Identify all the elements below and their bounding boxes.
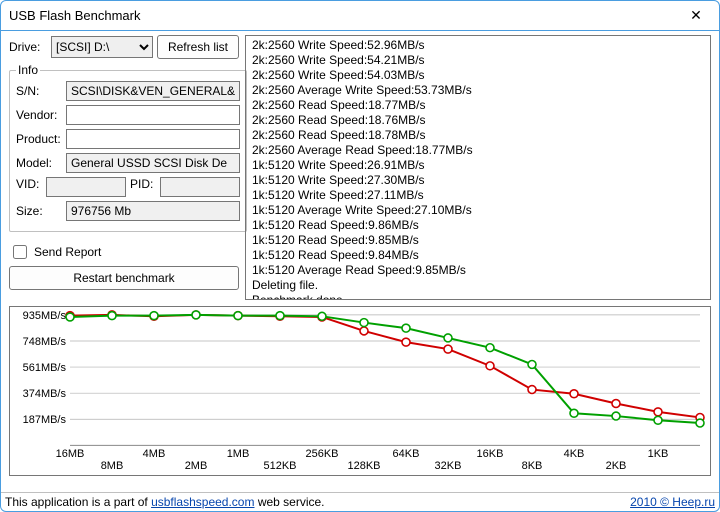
svg-text:4MB: 4MB [143,448,166,460]
svg-text:748MB/s: 748MB/s [23,336,67,348]
close-icon[interactable]: ✕ [681,7,711,24]
svg-text:4KB: 4KB [564,448,585,460]
footer-right-link[interactable]: 2010 © Heep.ru [630,495,715,509]
svg-text:187MB/s: 187MB/s [23,414,67,426]
svg-text:1MB: 1MB [227,448,250,460]
log-line: 1k:5120 Write Speed:27.11MB/s [252,188,704,203]
drive-select[interactable]: [SCSI] D:\ [51,36,153,58]
svg-text:256KB: 256KB [306,448,339,460]
restart-benchmark-button[interactable]: Restart benchmark [9,266,239,290]
vid-field [46,177,126,197]
send-report-label: Send Report [34,245,101,259]
svg-text:2KB: 2KB [606,460,627,472]
info-legend: Info [16,63,40,77]
pid-label: PID: [130,177,156,197]
size-label: Size: [16,204,62,218]
svg-text:16MB: 16MB [56,448,85,460]
log-output[interactable]: 2k:2560 Write Speed:52.96MB/s2k:2560 Wri… [245,35,711,300]
sn-label: S/N: [16,84,62,98]
pid-field [160,177,240,197]
footer-suffix: web service. [258,495,325,509]
log-line: 2k:2560 Write Speed:52.96MB/s [252,38,704,53]
log-line: 2k:2560 Write Speed:54.21MB/s [252,53,704,68]
product-field[interactable] [66,129,240,149]
benchmark-chart: 935MB/s 748MB/s 561MB/s 374MB/s 187MB/s 16MB 8… [9,306,711,476]
log-line: 2k:2560 Average Read Speed:18.77MB/s [252,143,704,158]
log-line: 1k:5120 Write Speed:27.30MB/s [252,173,704,188]
log-line: Benchmark done. [252,293,704,300]
status-bar: This application is a part of usbflashsp… [1,492,719,511]
log-line: 2k:2560 Average Write Speed:53.73MB/s [252,83,704,98]
log-line: 2k:2560 Read Speed:18.76MB/s [252,113,704,128]
log-line: 2k:2560 Read Speed:18.77MB/s [252,98,704,113]
log-line: 1k:5120 Average Read Speed:9.85MB/s [252,263,704,278]
vid-label: VID: [16,177,42,197]
svg-text:374MB/s: 374MB/s [23,388,67,400]
product-label: Product: [16,132,62,146]
vendor-label: Vendor: [16,108,62,122]
svg-text:128KB: 128KB [348,460,381,472]
info-group: Info S/N: SCSI\DISK&VEN_GENERAL& Vendor:… [9,63,247,232]
svg-text:512KB: 512KB [264,460,297,472]
svg-text:2MB: 2MB [185,460,208,472]
svg-text:8MB: 8MB [101,460,124,472]
model-field: General USSD SCSI Disk De [66,153,240,173]
sn-field: SCSI\DISK&VEN_GENERAL& [66,81,240,101]
footer-link[interactable]: usbflashspeed.com [151,495,254,509]
window-title: USB Flash Benchmark [9,8,681,23]
svg-text:561MB/s: 561MB/s [23,362,67,374]
model-label: Model: [16,156,62,170]
log-line: 2k:2560 Read Speed:18.78MB/s [252,128,704,143]
log-line: 1k:5120 Write Speed:26.91MB/s [252,158,704,173]
svg-text:64KB: 64KB [393,448,420,460]
svg-text:1KB: 1KB [648,448,669,460]
log-line: Deleting file. [252,278,704,293]
size-field: 976756 Mb [66,201,240,221]
svg-text:935MB/s: 935MB/s [23,310,67,322]
log-line: 1k:5120 Read Speed:9.86MB/s [252,218,704,233]
vendor-field[interactable] [66,105,240,125]
log-line: 1k:5120 Read Speed:9.85MB/s [252,233,704,248]
log-line: 1k:5120 Read Speed:9.84MB/s [252,248,704,263]
footer-prefix: This application is a part of [5,495,151,509]
log-line: 2k:2560 Write Speed:54.03MB/s [252,68,704,83]
svg-text:32KB: 32KB [435,460,462,472]
svg-text:8KB: 8KB [522,460,543,472]
log-line: 1k:5120 Average Write Speed:27.10MB/s [252,203,704,218]
title-bar: USB Flash Benchmark ✕ [1,1,719,31]
refresh-list-button[interactable]: Refresh list [157,35,239,59]
drive-label: Drive: [9,40,47,54]
svg-text:16KB: 16KB [477,448,504,460]
send-report-checkbox[interactable] [13,245,27,259]
